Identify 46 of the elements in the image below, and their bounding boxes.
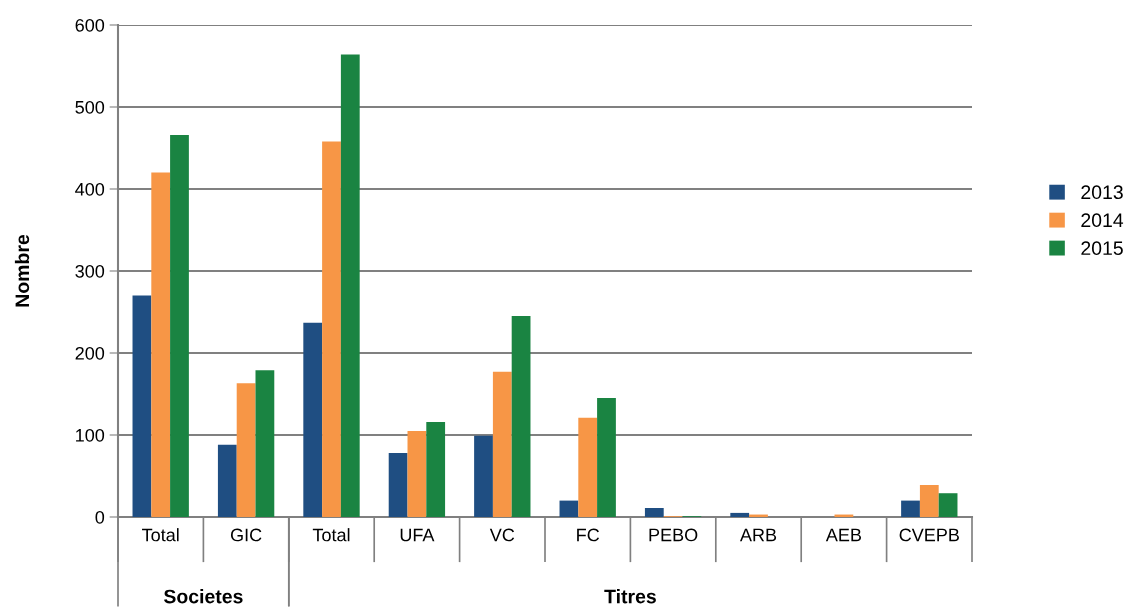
bar <box>151 172 171 517</box>
x-tick-label: Total <box>142 528 179 542</box>
bar <box>901 500 920 517</box>
y-tick-label: 500 <box>75 100 105 114</box>
bar <box>426 421 446 517</box>
bar <box>303 322 323 517</box>
bar <box>217 444 237 517</box>
bar <box>255 370 275 517</box>
x-tick-label: CVEPB <box>899 528 959 542</box>
text: Titres <box>604 589 656 604</box>
bar <box>578 417 598 517</box>
text: Societes <box>163 589 243 604</box>
x-tick-label: GIC <box>230 528 262 542</box>
bar <box>492 371 512 517</box>
bar <box>388 453 408 517</box>
bar <box>559 500 579 517</box>
y-tick-label: 300 <box>75 264 105 278</box>
legend-label: 2014 <box>1081 213 1124 228</box>
y-tick-label: 200 <box>75 346 105 360</box>
y-axis-title: Nombre <box>14 234 30 307</box>
bar <box>236 383 256 517</box>
y-tick-label: 600 <box>75 18 105 32</box>
legend-label: 2015 <box>1081 241 1123 256</box>
bar <box>474 435 493 517</box>
bar <box>340 54 360 517</box>
bar <box>644 507 664 517</box>
bar <box>730 512 750 517</box>
x-tick-label: PEBO <box>649 528 698 542</box>
bar <box>170 134 189 517</box>
legend-label: 2013 <box>1081 185 1123 200</box>
y-tick-label: 400 <box>75 182 105 196</box>
x-tick-label: AEB <box>825 528 862 542</box>
x-tick-label: VC <box>489 528 515 542</box>
bar <box>511 316 531 517</box>
bar <box>407 430 427 517</box>
bar <box>597 398 616 517</box>
y-tick-label: 100 <box>76 428 105 442</box>
y-tick-label: 0 <box>95 510 105 524</box>
x-tick-label: UFA <box>400 528 435 542</box>
bar <box>938 493 958 517</box>
x-tick-label: FC <box>577 528 600 542</box>
bar <box>919 485 939 517</box>
bar <box>132 295 152 517</box>
bar <box>322 141 341 517</box>
x-tick-label: ARB <box>739 528 777 542</box>
x-tick-label: Total <box>312 528 350 542</box>
